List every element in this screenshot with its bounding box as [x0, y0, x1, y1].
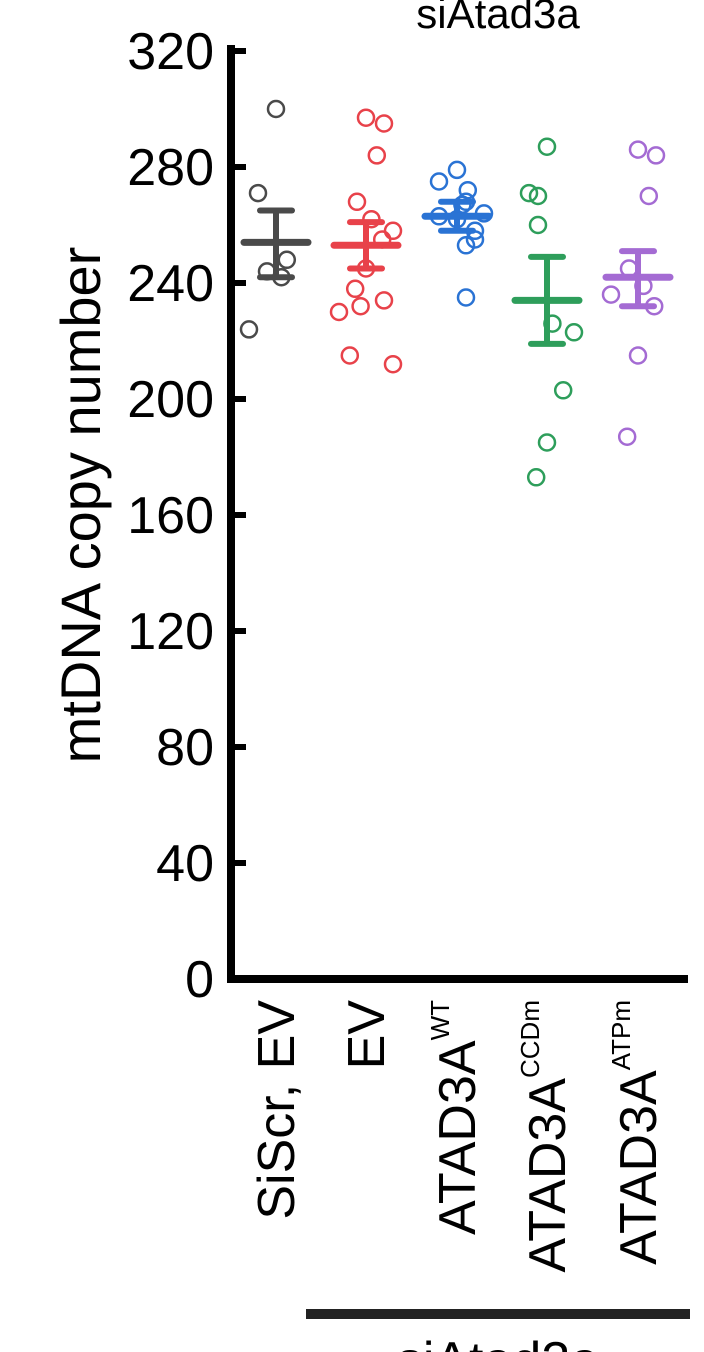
- data-point: [526, 468, 546, 487]
- data-point: [347, 192, 367, 212]
- data-point: [345, 279, 365, 299]
- y-tick-label: 160: [127, 487, 214, 545]
- x-tick-label-text: ATAD3A: [519, 1078, 577, 1273]
- data-point: [456, 288, 476, 307]
- data-point: [519, 183, 539, 203]
- y-tick-labels: 0 40 80 120 160 200 240 280 320: [127, 23, 214, 1009]
- y-axis-label: mtDNA copy number: [49, 247, 112, 764]
- data-point: [239, 320, 259, 339]
- x-tick-label-text: ATAD3A: [429, 1040, 487, 1235]
- data-point: [374, 114, 394, 133]
- y-tick-label: 200: [127, 371, 214, 429]
- group-3: [511, 137, 584, 487]
- x-tick-label: EV: [338, 1000, 396, 1070]
- data-point: [277, 250, 297, 270]
- group-0: [239, 99, 312, 339]
- x-tick-label: ATAD3AWT: [425, 1000, 487, 1235]
- x-tick-label: ATAD3AATPm: [606, 1000, 668, 1265]
- data-point: [639, 186, 659, 206]
- data-point: [564, 323, 584, 342]
- x-tick-label-text: SiScr, EV: [248, 1000, 306, 1220]
- y-tick-label: 80: [156, 719, 214, 777]
- bottom-group-label: siAtad3a: [397, 1332, 599, 1352]
- group-1: [329, 108, 403, 374]
- top-group-label: siAtad3a: [416, 0, 580, 37]
- data-point: [367, 146, 387, 165]
- data-point: [537, 137, 557, 156]
- data-point: [383, 221, 403, 241]
- y-tick-label: 280: [127, 139, 214, 197]
- data-point: [528, 215, 548, 235]
- data-point: [374, 291, 394, 310]
- data-point: [646, 146, 666, 165]
- data-point: [429, 172, 449, 191]
- data-point: [340, 346, 360, 365]
- data-point: [248, 183, 268, 203]
- x-tick-label-text: EV: [338, 1000, 396, 1070]
- axes: [227, 45, 688, 983]
- data-marks: [239, 99, 674, 487]
- data-point: [628, 346, 648, 365]
- y-tick-label: 40: [156, 835, 214, 893]
- x-tick-label-superscript: CCDm: [515, 1000, 545, 1078]
- data-point: [617, 427, 637, 446]
- data-point: [601, 285, 621, 304]
- data-point: [351, 296, 370, 316]
- data-point: [447, 160, 467, 180]
- data-point: [553, 381, 573, 400]
- data-point: [383, 354, 403, 374]
- data-point: [528, 186, 548, 206]
- data-point: [456, 236, 476, 255]
- group-2: [421, 160, 494, 307]
- y-tick-label: 320: [127, 23, 214, 81]
- data-point: [356, 108, 376, 127]
- y-tick-label: 240: [127, 255, 214, 313]
- y-tick-label: 120: [127, 603, 214, 661]
- y-tick-label: 0: [185, 951, 214, 1009]
- x-tick-label: SiScr, EV: [248, 1000, 306, 1220]
- data-point: [266, 99, 286, 119]
- x-tick-label: ATAD3ACCDm: [515, 1000, 577, 1273]
- data-point: [329, 302, 349, 322]
- group-4: [601, 140, 674, 446]
- data-point: [628, 140, 648, 159]
- data-point: [537, 433, 557, 452]
- x-tick-label-superscript: WT: [425, 1000, 455, 1041]
- x-tick-label-superscript: ATPm: [606, 1000, 636, 1070]
- x-tick-label-text: ATAD3A: [610, 1070, 668, 1265]
